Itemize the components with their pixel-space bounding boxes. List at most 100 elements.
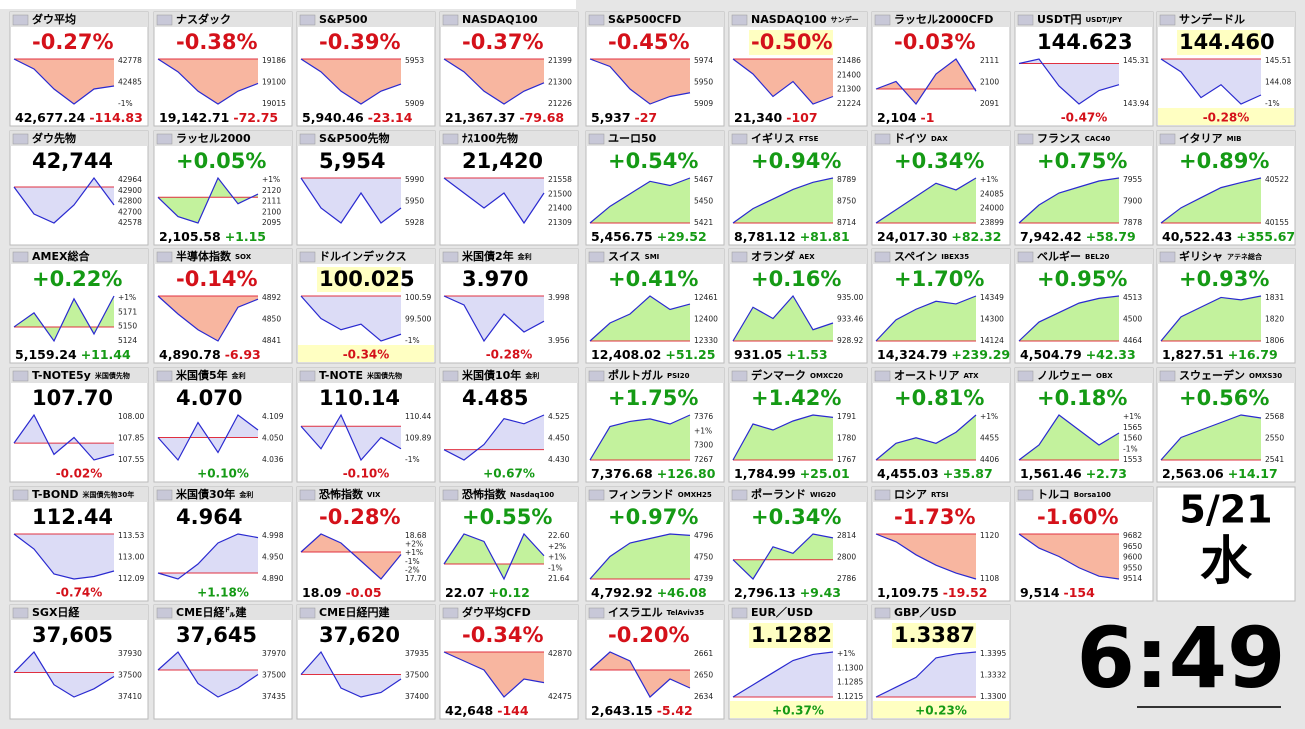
scale-label: 42700: [118, 207, 142, 216]
name: ポルトガル: [608, 368, 663, 382]
flag: [12, 370, 29, 382]
flag: [12, 489, 29, 501]
trend-area: [590, 415, 690, 460]
scale-label: 1831: [1265, 293, 1284, 302]
tile: S&P500先物 5,954 5990 5950 5928: [296, 130, 436, 246]
trend-area: [590, 59, 690, 104]
price: 8,781.12: [734, 229, 796, 244]
tile-name: ロシア RTSI: [894, 488, 949, 501]
trend-line: [732, 177, 834, 224]
price: 4,504.79: [1020, 347, 1082, 362]
main-value: +0.55%: [462, 505, 552, 529]
tile-header: [297, 487, 435, 502]
scale-label: 7878: [1123, 218, 1142, 227]
main-value: 107.70: [32, 386, 113, 410]
scale-label: 99.500: [405, 315, 431, 324]
tile: ベルギー BEL20 +0.95% 4513 4500 4464 4,504.79 +42.3…: [1014, 248, 1154, 364]
flag: [588, 489, 605, 501]
price-line: 42,648 -144: [445, 703, 529, 718]
price-line: 5,159.24 +11.44: [15, 347, 131, 362]
flag: [874, 489, 891, 501]
sub-name: 金利: [238, 490, 253, 499]
trend-area: [1019, 534, 1119, 579]
name: EUR／USD: [751, 606, 813, 619]
tile: スイス SMI +0.41% 12461 12400 12330 12,408.02 +51.…: [585, 248, 725, 364]
tile: CME日経㌦建 37,645 37970 37500 37435: [153, 604, 293, 720]
sub-name: AEX: [799, 253, 815, 261]
foot-change: -0.10%: [343, 467, 390, 481]
tile-name: 米国債10年 金利: [461, 368, 539, 382]
main-value: 4.070: [176, 386, 242, 410]
main-value: 42,744: [32, 149, 113, 173]
flag: [731, 607, 748, 619]
trend-line: [589, 651, 691, 698]
flag: [1159, 14, 1176, 26]
change: -72.75: [233, 110, 278, 125]
scale-label: 9650: [1123, 542, 1142, 551]
flag: [1017, 251, 1034, 263]
trend-line: [443, 414, 545, 461]
scale-label: 4513: [1123, 293, 1142, 302]
scale-label: 2100: [980, 78, 999, 87]
tile: イスラエル TelAviv35-0.20%2661265026342,643.15…: [585, 604, 725, 720]
trend-line: [1018, 414, 1120, 461]
tile-name: スイス SMI: [608, 250, 659, 263]
tile-name: 恐怖指数 Nasdaq100: [462, 487, 554, 501]
trend-line: [732, 58, 834, 105]
flag: [156, 133, 173, 145]
name: ノルウェー: [1037, 369, 1092, 382]
main-value: 144.623: [1037, 30, 1133, 54]
scale-label: 3.956: [548, 336, 570, 345]
scale-label: 7955: [1123, 175, 1142, 184]
scale-label: 4.450: [548, 434, 570, 443]
change: -5.42: [657, 703, 693, 718]
scale-label: 12461: [694, 293, 718, 302]
main-value: +0.41%: [608, 267, 698, 291]
tile-name: USDT円 USDT/JPY: [1037, 13, 1123, 26]
scale-label: 37500: [405, 671, 429, 680]
scale-label: 9600: [1123, 553, 1142, 562]
scale-label: 1.3332: [980, 671, 1006, 680]
tile-name: S&P500先物: [319, 131, 390, 145]
tile-header: [10, 131, 148, 146]
trend-area: [444, 415, 544, 460]
change: +14.17: [1228, 466, 1278, 481]
change: -19.52: [943, 585, 988, 600]
tile-name: フランス CAC40: [1037, 132, 1110, 145]
trend-line: [1018, 177, 1120, 224]
scale-label: 42870: [548, 649, 572, 658]
tile-name: ドイツ DAX: [894, 132, 948, 145]
scale-label: 1.1300: [837, 663, 863, 672]
trend-line: [157, 295, 259, 342]
trend-line: [589, 533, 691, 580]
tile-box: [728, 486, 868, 602]
price: 19,142.71: [159, 110, 229, 125]
name: ドイツ: [894, 132, 927, 145]
change: +126.80: [657, 466, 716, 481]
main-value: 144.460: [1179, 30, 1275, 54]
main-value: +0.93%: [1179, 267, 1269, 291]
tile-header: [1015, 131, 1153, 146]
scale-label: 42578: [118, 218, 142, 227]
scale-label: 21.64: [548, 574, 570, 583]
foot-change: -0.02%: [56, 467, 103, 481]
name: ナスダック: [176, 12, 231, 26]
main-value: 4.485: [462, 386, 528, 410]
scale-label: 40522: [1265, 175, 1289, 184]
price: 7,942.42: [1020, 229, 1082, 244]
change: +58.79: [1086, 229, 1136, 244]
foot-change: +0.23%: [915, 704, 967, 718]
trend-line: [732, 414, 834, 461]
price-line: 4,504.79 +42.33: [1020, 347, 1136, 362]
name: 米国債2年: [461, 249, 514, 263]
price: 22.07: [445, 585, 485, 600]
scale-label: 8750: [837, 197, 856, 206]
tile-name: T-NOTE5y 米国債先物: [32, 369, 130, 382]
flag: [588, 607, 605, 619]
sub-name: ATX: [963, 372, 979, 380]
price-line: 9,514 -154: [1020, 585, 1095, 600]
main-value: +1.70%: [894, 267, 984, 291]
scale-label: 21300: [548, 78, 572, 87]
scale-label: 7300: [694, 441, 713, 450]
